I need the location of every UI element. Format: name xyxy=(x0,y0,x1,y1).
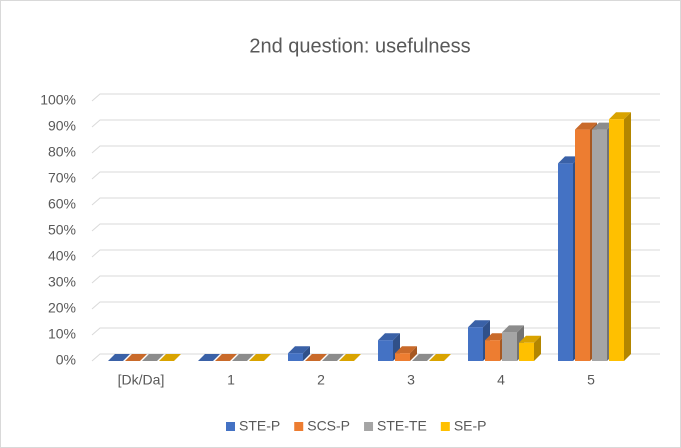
bar-face xyxy=(378,340,393,361)
bar xyxy=(142,354,164,361)
y-tick-label: 40% xyxy=(48,248,76,264)
bar-face xyxy=(412,354,434,361)
x-tick-label: 1 xyxy=(227,372,235,388)
bar xyxy=(519,335,541,361)
bar-face xyxy=(288,353,303,361)
bar-face xyxy=(485,340,500,361)
bar xyxy=(159,354,181,361)
bar-face xyxy=(519,335,541,343)
bar-face xyxy=(609,112,631,120)
bar xyxy=(305,354,327,361)
bar-face xyxy=(468,320,490,328)
bar-face xyxy=(395,353,410,361)
bar-face xyxy=(410,346,417,361)
chart-title: 2nd question: usefulness xyxy=(249,35,470,57)
y-tick-label: 60% xyxy=(48,196,76,212)
bar-face xyxy=(395,346,417,354)
bar-face xyxy=(215,354,237,361)
bar-face xyxy=(558,163,573,361)
y-tick-label: 90% xyxy=(48,118,76,134)
bar xyxy=(125,354,147,361)
legend-swatch xyxy=(364,422,374,431)
bar-face xyxy=(468,327,483,361)
legend-label: SE-P xyxy=(454,418,487,434)
bar-face xyxy=(288,346,310,354)
bar xyxy=(429,354,451,361)
bar-face xyxy=(378,333,400,341)
grid-line xyxy=(91,145,660,154)
grid-line xyxy=(91,249,660,258)
bar-face xyxy=(232,354,254,361)
bar-face xyxy=(575,122,597,130)
y-tick-label: 80% xyxy=(48,144,76,160)
y-tick-label: 10% xyxy=(48,326,76,342)
y-tick-label: 100% xyxy=(40,92,76,108)
grid-line xyxy=(91,93,660,102)
legend-label: STE-TE xyxy=(377,418,427,434)
bar xyxy=(232,354,254,361)
bar-face xyxy=(108,354,130,361)
legend-swatch xyxy=(440,422,450,431)
bar-face xyxy=(519,342,534,361)
bar-face xyxy=(558,156,580,164)
bar-face xyxy=(198,354,220,361)
bar-face xyxy=(534,335,541,361)
grid-line xyxy=(91,119,660,128)
y-tick-label: 20% xyxy=(48,300,76,316)
x-tick-label: 4 xyxy=(497,372,505,388)
legend-swatch xyxy=(294,422,304,431)
grid-line xyxy=(91,171,660,180)
bar-face xyxy=(303,346,310,361)
bar xyxy=(609,112,631,361)
y-tick-label: 30% xyxy=(48,274,76,290)
x-tick-label: 3 xyxy=(407,372,415,388)
bar-face xyxy=(249,354,271,361)
bar-face xyxy=(592,129,607,361)
bar-face xyxy=(609,119,624,361)
y-tick-label: 70% xyxy=(48,170,76,186)
bar xyxy=(322,354,344,361)
x-tick-label: 2 xyxy=(317,372,325,388)
bar-face xyxy=(624,112,631,361)
bar-face xyxy=(502,325,524,333)
legend-label: SCS-P xyxy=(307,418,350,434)
grid-line xyxy=(91,275,660,284)
bar xyxy=(378,333,400,361)
x-tick-label: [Dk/Da] xyxy=(118,372,165,388)
bar-face xyxy=(339,354,361,361)
x-tick-label: 5 xyxy=(587,372,595,388)
bar-face xyxy=(305,354,327,361)
legend-swatch xyxy=(226,422,235,431)
bar-face xyxy=(575,129,590,361)
bar xyxy=(395,346,417,361)
bar xyxy=(339,354,361,361)
bar-face xyxy=(592,122,614,130)
bar xyxy=(412,354,434,361)
bar-face xyxy=(429,354,451,361)
bar xyxy=(215,354,237,361)
grid-line xyxy=(91,301,660,310)
legend-label: STE-P xyxy=(239,418,280,434)
bar xyxy=(249,354,271,361)
y-tick-label: 50% xyxy=(48,222,76,238)
y-tick-label: 0% xyxy=(56,352,76,368)
bar xyxy=(198,354,220,361)
bar-face xyxy=(142,354,164,361)
grid-line xyxy=(91,223,660,232)
bar-face xyxy=(159,354,181,361)
grid-line xyxy=(91,197,660,206)
bar xyxy=(108,354,130,361)
bar xyxy=(288,346,310,361)
bar-face xyxy=(125,354,147,361)
bar-face xyxy=(502,332,517,361)
bar-face xyxy=(485,333,507,341)
bar-face xyxy=(322,354,344,361)
